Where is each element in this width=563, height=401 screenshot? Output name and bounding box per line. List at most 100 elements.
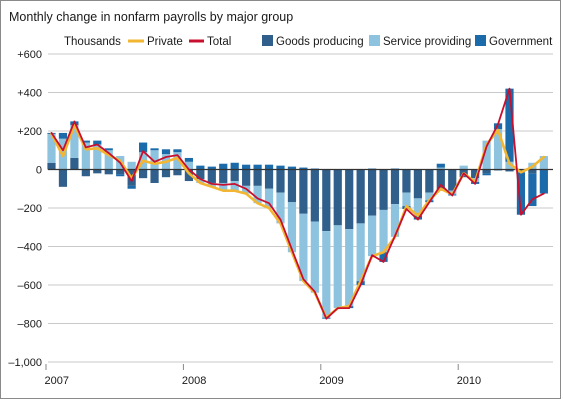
- bar-service-providing: [482, 140, 491, 170]
- gridlines: [48, 53, 553, 363]
- bar-government: [299, 167, 308, 170]
- bar-service-providing: [70, 125, 79, 158]
- bar-goods-producing: [242, 169, 251, 186]
- bar-goods-producing: [425, 169, 434, 193]
- y-tick-label: 0: [36, 165, 42, 177]
- bar-government: [539, 170, 548, 194]
- y-tick-label: +400: [17, 88, 42, 100]
- legend-swatch-government: [475, 35, 486, 46]
- bar-service-providing: [368, 215, 377, 257]
- x-tick-label: 2010: [457, 375, 481, 387]
- bar-goods-producing: [150, 169, 159, 183]
- bar-goods-producing: [390, 169, 400, 205]
- bar-government: [58, 132, 68, 139]
- bar-service-providing: [299, 213, 308, 282]
- bar-goods-producing: [379, 169, 388, 210]
- bars: [47, 88, 548, 319]
- bar-service-providing: [287, 202, 297, 253]
- bar-government: [253, 164, 262, 170]
- legend-swatch-service: [369, 35, 380, 46]
- bar-government: [161, 149, 171, 155]
- bar-government: [81, 140, 90, 143]
- bar-service-providing: [93, 144, 102, 170]
- bar-service-providing: [230, 181, 239, 191]
- lines: [50, 87, 546, 320]
- bar-service-providing: [173, 152, 182, 170]
- bar-government: [413, 215, 422, 220]
- bar-service-providing: [345, 229, 354, 307]
- bar-goods-producing: [139, 169, 148, 179]
- bar-government: [516, 172, 526, 215]
- bar-goods-producing: [482, 169, 491, 174]
- bar-service-providing: [333, 225, 342, 309]
- bar-service-providing: [379, 209, 388, 253]
- bar-service-providing: [459, 165, 468, 170]
- bar-service-providing: [150, 150, 159, 170]
- bar-service-providing: [539, 156, 548, 170]
- bar-service-providing: [104, 150, 113, 170]
- bar-service-providing: [196, 179, 205, 183]
- bar-government: [505, 88, 514, 162]
- bar-government: [116, 174, 125, 177]
- bar-goods-producing: [230, 169, 239, 182]
- bar-government: [127, 185, 136, 189]
- bar-service-providing: [436, 167, 445, 170]
- bar-goods-producing: [448, 169, 457, 191]
- bar-service-providing: [322, 231, 331, 318]
- bar-goods-producing: [173, 169, 182, 176]
- bar-goods-producing: [345, 169, 354, 230]
- y-tick-label: –400: [18, 242, 42, 254]
- y-tick-label: +200: [17, 126, 42, 138]
- bar-goods-producing: [413, 169, 422, 199]
- bar-service-providing: [425, 192, 434, 201]
- bar-government: [207, 166, 216, 170]
- bar-government: [287, 166, 297, 170]
- y-tick-label: –800: [18, 319, 42, 331]
- x-tick-label: 2008: [182, 375, 206, 387]
- bar-goods-producing: [333, 169, 342, 226]
- bar-service-providing: [207, 182, 216, 187]
- legend-swatch-goods: [262, 35, 273, 46]
- y-axis-label: Thousands: [64, 36, 121, 48]
- bar-government: [493, 123, 503, 130]
- x-tick-label: 2009: [319, 375, 343, 387]
- bar-government: [528, 173, 537, 207]
- bar-goods-producing: [436, 169, 445, 191]
- bar-goods-producing: [184, 169, 193, 182]
- bar-goods-producing: [322, 169, 331, 232]
- bar-goods-producing: [70, 157, 79, 170]
- bar-goods-producing: [368, 169, 377, 216]
- legend-label-private: Private: [147, 36, 183, 48]
- bar-goods-producing: [402, 169, 411, 193]
- legend-label-goods: Goods producing: [276, 36, 364, 48]
- y-tick-label: +600: [17, 49, 42, 61]
- bar-goods-producing: [276, 169, 285, 193]
- bar-service-providing: [264, 188, 274, 208]
- x-tick-labels: 2007 2008 2009 2010: [45, 364, 481, 387]
- bar-government: [173, 149, 182, 153]
- bar-goods-producing: [81, 169, 90, 177]
- bar-government: [264, 164, 274, 170]
- bar-service-providing: [390, 204, 400, 237]
- bar-government: [276, 165, 285, 170]
- bar-goods-producing: [299, 169, 308, 214]
- bar-goods-producing: [93, 169, 102, 174]
- line-total: [50, 87, 545, 320]
- bar-goods-producing: [471, 169, 480, 179]
- bar-goods-producing: [47, 162, 56, 170]
- bar-service-providing: [253, 185, 262, 204]
- bar-government: [219, 163, 228, 170]
- bar-goods-producing: [264, 169, 274, 189]
- bar-goods-producing: [196, 169, 205, 180]
- bar-service-providing: [402, 192, 411, 207]
- bar-government: [104, 148, 113, 151]
- bar-goods-producing: [219, 169, 228, 183]
- bar-government: [93, 140, 102, 145]
- bar-government: [139, 142, 148, 153]
- bar-government: [184, 157, 193, 162]
- bar-service-providing: [276, 192, 285, 224]
- bar-goods-producing: [287, 169, 297, 203]
- bar-goods-producing: [58, 169, 68, 187]
